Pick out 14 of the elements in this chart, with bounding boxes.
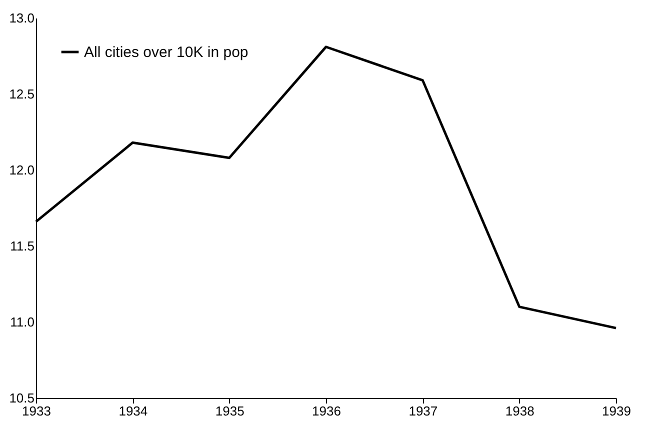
x-tick-label: 1934	[118, 404, 148, 418]
y-tick-label: 11.0	[10, 314, 34, 330]
x-tick-label: 1935	[215, 404, 244, 418]
y-tick-label: 13.0	[9, 10, 34, 26]
y-tick-label: 12.0	[9, 162, 34, 178]
y-tick-label: 12.5	[9, 86, 34, 102]
legend-label: All cities over 10K in pop	[84, 44, 248, 61]
y-tick-label: 10.5	[9, 390, 34, 406]
y-tick-label: 11.5	[10, 238, 34, 254]
x-tick-label: 1933	[22, 404, 51, 418]
x-tick-label: 1938	[505, 404, 534, 418]
x-tick-label: 1939	[602, 404, 631, 418]
x-tick-label: 1936	[312, 404, 341, 418]
x-tick-label: 1937	[408, 404, 438, 418]
